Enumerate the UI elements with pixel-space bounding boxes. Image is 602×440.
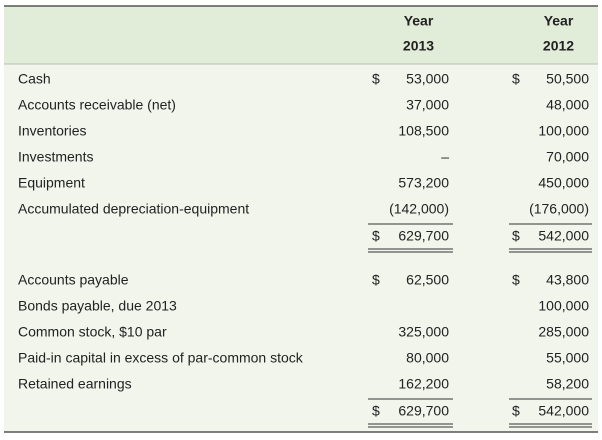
amount: 53,000 [406, 71, 449, 87]
amount: 80,000 [406, 350, 449, 366]
currency-sign: $ [512, 71, 520, 87]
row-label: Paid-in capital in excess of par-common … [18, 350, 304, 366]
row-label: Cash [18, 71, 51, 87]
row-label: Accumulated depreciation-equipment [18, 201, 249, 217]
header-bg [4, 6, 598, 64]
currency-sign: $ [372, 403, 380, 419]
body-bg [4, 64, 598, 432]
amount: 162,200 [398, 376, 449, 392]
column-year-label: Year [544, 13, 574, 29]
currency-sign: $ [512, 272, 520, 288]
amount: – [441, 149, 449, 165]
amount: 629,700 [398, 228, 449, 244]
amount: (176,000) [529, 201, 589, 217]
amount: 542,000 [538, 403, 589, 419]
amount: 50,500 [546, 71, 589, 87]
row-label: Accounts payable [18, 272, 129, 288]
currency-sign: $ [512, 228, 520, 244]
column-year: 2012 [543, 38, 574, 54]
row-label: Investments [18, 149, 93, 165]
amount: (142,000) [389, 201, 449, 217]
amount: 100,000 [538, 298, 589, 314]
amount: 62,500 [406, 272, 449, 288]
amount: 43,800 [546, 272, 589, 288]
amount: 70,000 [546, 149, 589, 165]
currency-sign: $ [372, 272, 380, 288]
amount: 285,000 [538, 324, 589, 340]
currency-sign: $ [372, 71, 380, 87]
amount: 629,700 [398, 403, 449, 419]
amount: 325,000 [398, 324, 449, 340]
amount: 100,000 [538, 123, 589, 139]
amount: 573,200 [398, 175, 449, 191]
row-label: Bonds payable, due 2013 [18, 298, 177, 314]
amount: 55,000 [546, 350, 589, 366]
row-label: Accounts receivable (net) [18, 97, 176, 113]
row-label: Retained earnings [18, 376, 132, 392]
amount: 58,200 [546, 376, 589, 392]
row-label: Equipment [18, 175, 85, 191]
row-label: Inventories [18, 123, 86, 139]
currency-sign: $ [372, 228, 380, 244]
column-year-label: Year [404, 13, 434, 29]
column-year: 2013 [403, 38, 434, 54]
amount: 48,000 [546, 97, 589, 113]
amount: 542,000 [538, 228, 589, 244]
currency-sign: $ [512, 403, 520, 419]
amount: 108,500 [398, 123, 449, 139]
row-label: Common stock, $10 par [18, 324, 167, 340]
amount: 450,000 [538, 175, 589, 191]
amount: 37,000 [406, 97, 449, 113]
